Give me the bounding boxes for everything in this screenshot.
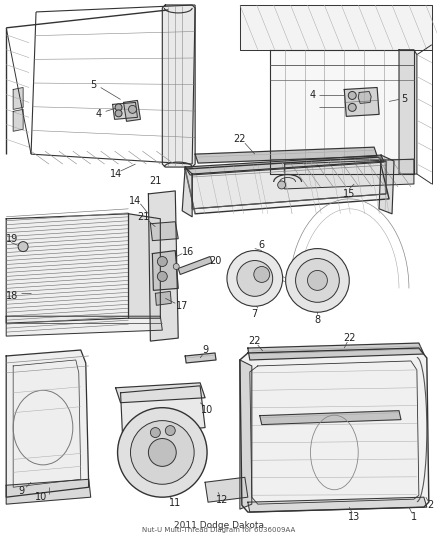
Text: 17: 17 [176, 301, 188, 311]
Polygon shape [128, 214, 160, 318]
Polygon shape [124, 100, 141, 122]
Circle shape [148, 439, 176, 466]
Circle shape [157, 256, 167, 266]
Polygon shape [6, 350, 89, 497]
Polygon shape [178, 256, 212, 274]
Polygon shape [240, 360, 252, 509]
Text: 21: 21 [149, 176, 162, 186]
Text: 4: 4 [95, 109, 102, 119]
Text: 20: 20 [209, 255, 221, 265]
Text: 21: 21 [137, 212, 150, 222]
Text: 11: 11 [169, 498, 181, 508]
Polygon shape [120, 386, 205, 435]
Text: 13: 13 [348, 512, 360, 522]
Circle shape [307, 270, 327, 290]
Polygon shape [399, 50, 417, 174]
Text: 5: 5 [401, 94, 407, 104]
Polygon shape [13, 87, 23, 109]
Circle shape [227, 251, 283, 306]
Text: 9: 9 [18, 486, 24, 496]
Text: 6: 6 [259, 240, 265, 249]
Circle shape [348, 92, 356, 100]
Text: 7: 7 [252, 309, 258, 319]
Text: 10: 10 [201, 405, 213, 415]
Polygon shape [113, 102, 138, 119]
Polygon shape [285, 159, 414, 189]
Text: 22: 22 [343, 333, 356, 343]
Text: 9: 9 [202, 345, 208, 355]
Polygon shape [248, 497, 427, 512]
Polygon shape [152, 251, 178, 290]
Text: 14: 14 [110, 169, 122, 179]
Polygon shape [6, 316, 162, 336]
Circle shape [286, 248, 349, 312]
Text: 1: 1 [411, 512, 417, 522]
Polygon shape [195, 147, 377, 163]
Text: 14: 14 [129, 196, 141, 206]
Polygon shape [379, 155, 394, 214]
Circle shape [173, 263, 179, 270]
Polygon shape [13, 360, 81, 487]
Circle shape [165, 425, 175, 435]
Polygon shape [248, 343, 424, 360]
Polygon shape [185, 157, 389, 214]
Circle shape [254, 266, 270, 282]
Polygon shape [344, 87, 379, 116]
Text: 2011 Dodge Dakota: 2011 Dodge Dakota [174, 521, 264, 529]
Text: 15: 15 [343, 189, 356, 199]
Polygon shape [240, 5, 432, 50]
Polygon shape [6, 214, 128, 323]
Circle shape [115, 104, 122, 111]
Text: 12: 12 [216, 495, 228, 505]
Text: 19: 19 [6, 233, 18, 244]
Polygon shape [148, 191, 178, 341]
Polygon shape [270, 50, 414, 174]
Polygon shape [358, 92, 371, 103]
Text: 8: 8 [314, 315, 321, 325]
Text: 16: 16 [182, 247, 194, 256]
Circle shape [128, 106, 137, 114]
Polygon shape [240, 348, 429, 512]
Polygon shape [185, 155, 384, 175]
Text: 22: 22 [233, 134, 246, 144]
Text: 22: 22 [248, 336, 261, 346]
Text: 4: 4 [309, 91, 315, 100]
Circle shape [278, 181, 286, 189]
Circle shape [18, 241, 28, 252]
Text: 5: 5 [91, 79, 97, 90]
Polygon shape [250, 361, 419, 504]
Text: Nut-U Multi-Thread Diagram for 6036009AA: Nut-U Multi-Thread Diagram for 6036009AA [142, 527, 296, 533]
Circle shape [131, 421, 194, 484]
Polygon shape [205, 477, 248, 502]
Polygon shape [150, 222, 178, 240]
Polygon shape [260, 410, 401, 425]
Polygon shape [185, 353, 216, 363]
Polygon shape [13, 109, 23, 131]
Polygon shape [192, 161, 386, 209]
Circle shape [157, 271, 167, 281]
Polygon shape [182, 167, 192, 217]
Circle shape [296, 259, 339, 302]
Circle shape [348, 103, 356, 111]
Circle shape [117, 408, 207, 497]
Circle shape [150, 427, 160, 438]
Polygon shape [162, 5, 195, 167]
Circle shape [237, 261, 273, 296]
Text: 18: 18 [6, 292, 18, 301]
Text: 2: 2 [427, 500, 434, 510]
Polygon shape [6, 479, 91, 504]
Polygon shape [155, 292, 171, 305]
Circle shape [115, 110, 122, 117]
Text: 10: 10 [35, 492, 47, 502]
Polygon shape [116, 383, 205, 403]
